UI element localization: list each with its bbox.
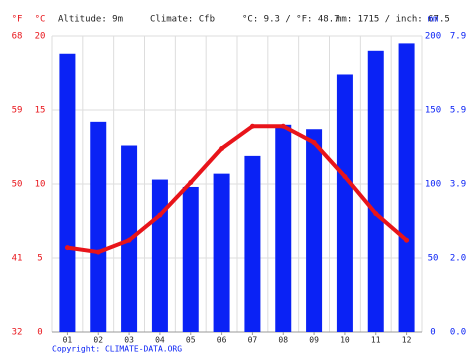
x-tick-label: 11	[371, 336, 381, 345]
copyright: Copyright: CLIMATE-DATA.ORG	[52, 345, 182, 354]
x-tick-label: 09	[309, 336, 319, 345]
temp-point	[373, 211, 379, 217]
x-tick-label: 06	[217, 336, 227, 345]
precip-bar	[275, 124, 292, 332]
precip-bar	[244, 155, 261, 332]
y-tick-label-c: 5	[37, 254, 42, 264]
y2-tick-label-mm: 0	[430, 328, 435, 338]
temp-point	[311, 140, 317, 146]
temp-point	[188, 180, 194, 186]
y2-tick-label-inch: 5.9	[450, 106, 466, 116]
f-unit: °F	[12, 15, 23, 25]
temp-point	[280, 123, 286, 129]
temp-point	[404, 237, 410, 243]
y2-tick-label-inch: 3.9	[450, 180, 466, 190]
precip-bar	[151, 179, 168, 332]
temp-point	[126, 237, 132, 243]
y2-tick-label-mm: 150	[425, 106, 441, 116]
temp-avg: °C: 9.3 / °F: 48.7	[242, 15, 340, 25]
temp-point	[249, 123, 255, 129]
y-tick-label-c: 10	[35, 180, 46, 190]
y2-tick-label-inch: 2.0	[450, 254, 466, 264]
y2-tick-label-mm: 200	[425, 32, 441, 42]
mm-unit: mm	[428, 15, 439, 25]
y-tick-label-c: 0	[37, 328, 42, 338]
temp-line	[65, 124, 409, 255]
precip-bar	[398, 43, 415, 333]
y2-tick-label-inch: 7.9	[450, 32, 466, 42]
temp-point	[219, 145, 225, 151]
x-tick-label: 04	[155, 336, 165, 345]
x-tick-label: 03	[124, 336, 134, 345]
y2-tick-label-inch: 0.0	[450, 328, 466, 338]
temp-point	[157, 212, 163, 218]
c-unit: °C	[35, 15, 46, 25]
precip-bar	[367, 50, 384, 333]
y-tick-label-c: 20	[35, 32, 46, 42]
precip-total: mm: 1715 / inch: 67.5	[336, 15, 450, 25]
y-tick-label-c: 15	[35, 106, 46, 116]
x-tick-label: 05	[186, 336, 196, 345]
precip-bar	[90, 121, 107, 332]
climate: Climate: Cfb	[150, 15, 215, 25]
temp-point	[64, 245, 70, 251]
altitude: Altitude: 9m	[58, 15, 123, 25]
x-tick-label: 07	[248, 336, 258, 345]
temp-point	[342, 174, 348, 180]
precip-bar	[59, 53, 76, 332]
x-tick-label: 08	[278, 336, 288, 345]
precip-bar	[213, 173, 230, 332]
x-tick-label: 01	[63, 336, 73, 345]
y-tick-label-f: 50	[12, 180, 23, 190]
y2-tick-label-mm: 50	[428, 254, 439, 264]
y-tick-label-f: 41	[12, 254, 23, 264]
x-tick-label: 12	[402, 336, 412, 345]
y2-tick-label-mm: 100	[425, 180, 441, 190]
y-tick-label-f: 68	[12, 32, 23, 42]
temp-point	[95, 249, 101, 255]
precip-bar	[336, 74, 353, 332]
y-tick-label-f: 32	[12, 328, 23, 338]
precip-bar	[182, 186, 199, 332]
y-tick-label-f: 59	[12, 106, 23, 116]
x-tick-label: 10	[340, 336, 350, 345]
x-tick-label: 02	[93, 336, 103, 345]
precip-bar	[306, 129, 323, 332]
